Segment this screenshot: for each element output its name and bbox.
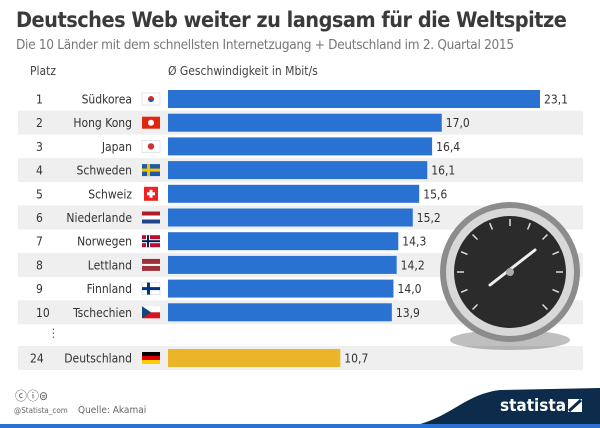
value-label: 23,1 xyxy=(544,93,568,107)
handle: @Statista_com xyxy=(14,406,68,415)
brand-wave xyxy=(400,388,600,428)
value-header: Ø Geschwindigkeit in Mbit/s xyxy=(168,64,318,78)
rank-label: 9 xyxy=(36,282,43,296)
rank-label: 4 xyxy=(36,164,43,178)
country-label: Schweiz xyxy=(88,187,132,201)
source: Quelle: Akamai xyxy=(78,405,147,416)
rank-label: 24 xyxy=(30,352,44,366)
rank-header: Platz xyxy=(30,64,57,78)
flag-cz-icon xyxy=(142,306,160,319)
country-label: Tschechien xyxy=(72,306,132,320)
bar xyxy=(168,113,442,132)
country-label: Norwegen xyxy=(77,235,132,249)
bar xyxy=(168,232,399,251)
rank-label: 5 xyxy=(36,187,43,201)
chart-subtitle: Die 10 Länder mit dem schnellsten Intern… xyxy=(16,37,514,53)
bar-row: 2 Hong Kong 17,0 xyxy=(18,110,583,135)
cc-license-icons: ⓒⓘ⊜ xyxy=(15,387,48,404)
bar xyxy=(168,90,540,108)
value-label: 15,6 xyxy=(423,187,447,201)
country-label: Japan xyxy=(101,140,132,154)
bar-row: 24 Deutschland 10,7 xyxy=(18,346,583,370)
value-label: 10,7 xyxy=(344,352,368,366)
bar xyxy=(168,349,341,367)
rank-label: 1 xyxy=(36,93,43,107)
value-label: 13,9 xyxy=(396,306,420,320)
country-label: Niederlande xyxy=(66,211,132,225)
bar-row: 3 Japan 16,4 xyxy=(36,137,460,156)
flag-hk-icon xyxy=(142,116,160,129)
country-label: Südkorea xyxy=(82,93,132,107)
by-icon: ⓘ xyxy=(27,389,40,403)
bar xyxy=(168,255,397,274)
value-label: 16,4 xyxy=(436,140,460,154)
bar-row: 5 Schweiz 15,6 xyxy=(36,184,447,203)
speedometer-icon xyxy=(440,202,580,350)
nd-icon: ⊜ xyxy=(39,389,49,403)
flag-lv-icon xyxy=(142,258,160,271)
flag-kr-icon xyxy=(141,92,161,106)
bar-row: 7 Norwegen 14,3 xyxy=(36,232,426,251)
ellipsis: ⋮ xyxy=(48,326,59,340)
flag-de-icon xyxy=(142,352,160,364)
country-label: Finnland xyxy=(87,282,132,296)
value-label: 14,2 xyxy=(401,258,425,272)
bar xyxy=(168,161,428,180)
bar xyxy=(168,137,433,156)
value-label: 14,3 xyxy=(402,235,426,249)
bar xyxy=(168,184,420,203)
bar-row: 1 Südkorea 23,1 xyxy=(36,90,568,108)
value-label: 17,0 xyxy=(446,116,470,130)
rank-label: 7 xyxy=(36,235,43,249)
country-label: Schweden xyxy=(77,164,132,178)
flag-nl-icon xyxy=(142,211,160,224)
bar xyxy=(168,208,413,227)
rank-label: 10 xyxy=(36,306,50,320)
country-label: Hong Kong xyxy=(73,116,132,130)
country-label: Deutschland xyxy=(64,352,132,366)
rank-label: 3 xyxy=(36,140,43,154)
brand-name: statista xyxy=(500,396,567,416)
value-label: 14,0 xyxy=(397,282,421,296)
value-label: 16,1 xyxy=(431,164,455,178)
flag-se-icon xyxy=(142,164,160,177)
bar xyxy=(168,279,394,298)
flag-no-icon xyxy=(142,235,160,248)
flag-fi-icon xyxy=(141,282,161,295)
cc-icon: ⓒ xyxy=(15,389,28,403)
rank-label: 2 xyxy=(36,116,43,130)
bar xyxy=(168,303,392,322)
rank-label: 8 xyxy=(36,258,43,272)
flag-jp-icon xyxy=(141,140,161,153)
bar-row: 4 Schweden 16,1 xyxy=(18,158,583,183)
rank-label: 6 xyxy=(36,211,43,225)
logo-slash xyxy=(567,398,583,413)
brand-line xyxy=(0,424,600,428)
value-label: 15,2 xyxy=(417,211,441,225)
country-label: Lettland xyxy=(88,258,132,272)
bar-row: 9 Finnland 14,0 xyxy=(36,279,422,298)
flag-ch-icon xyxy=(144,186,158,201)
chart-title: Deutsches Web weiter zu langsam für die … xyxy=(16,8,567,33)
